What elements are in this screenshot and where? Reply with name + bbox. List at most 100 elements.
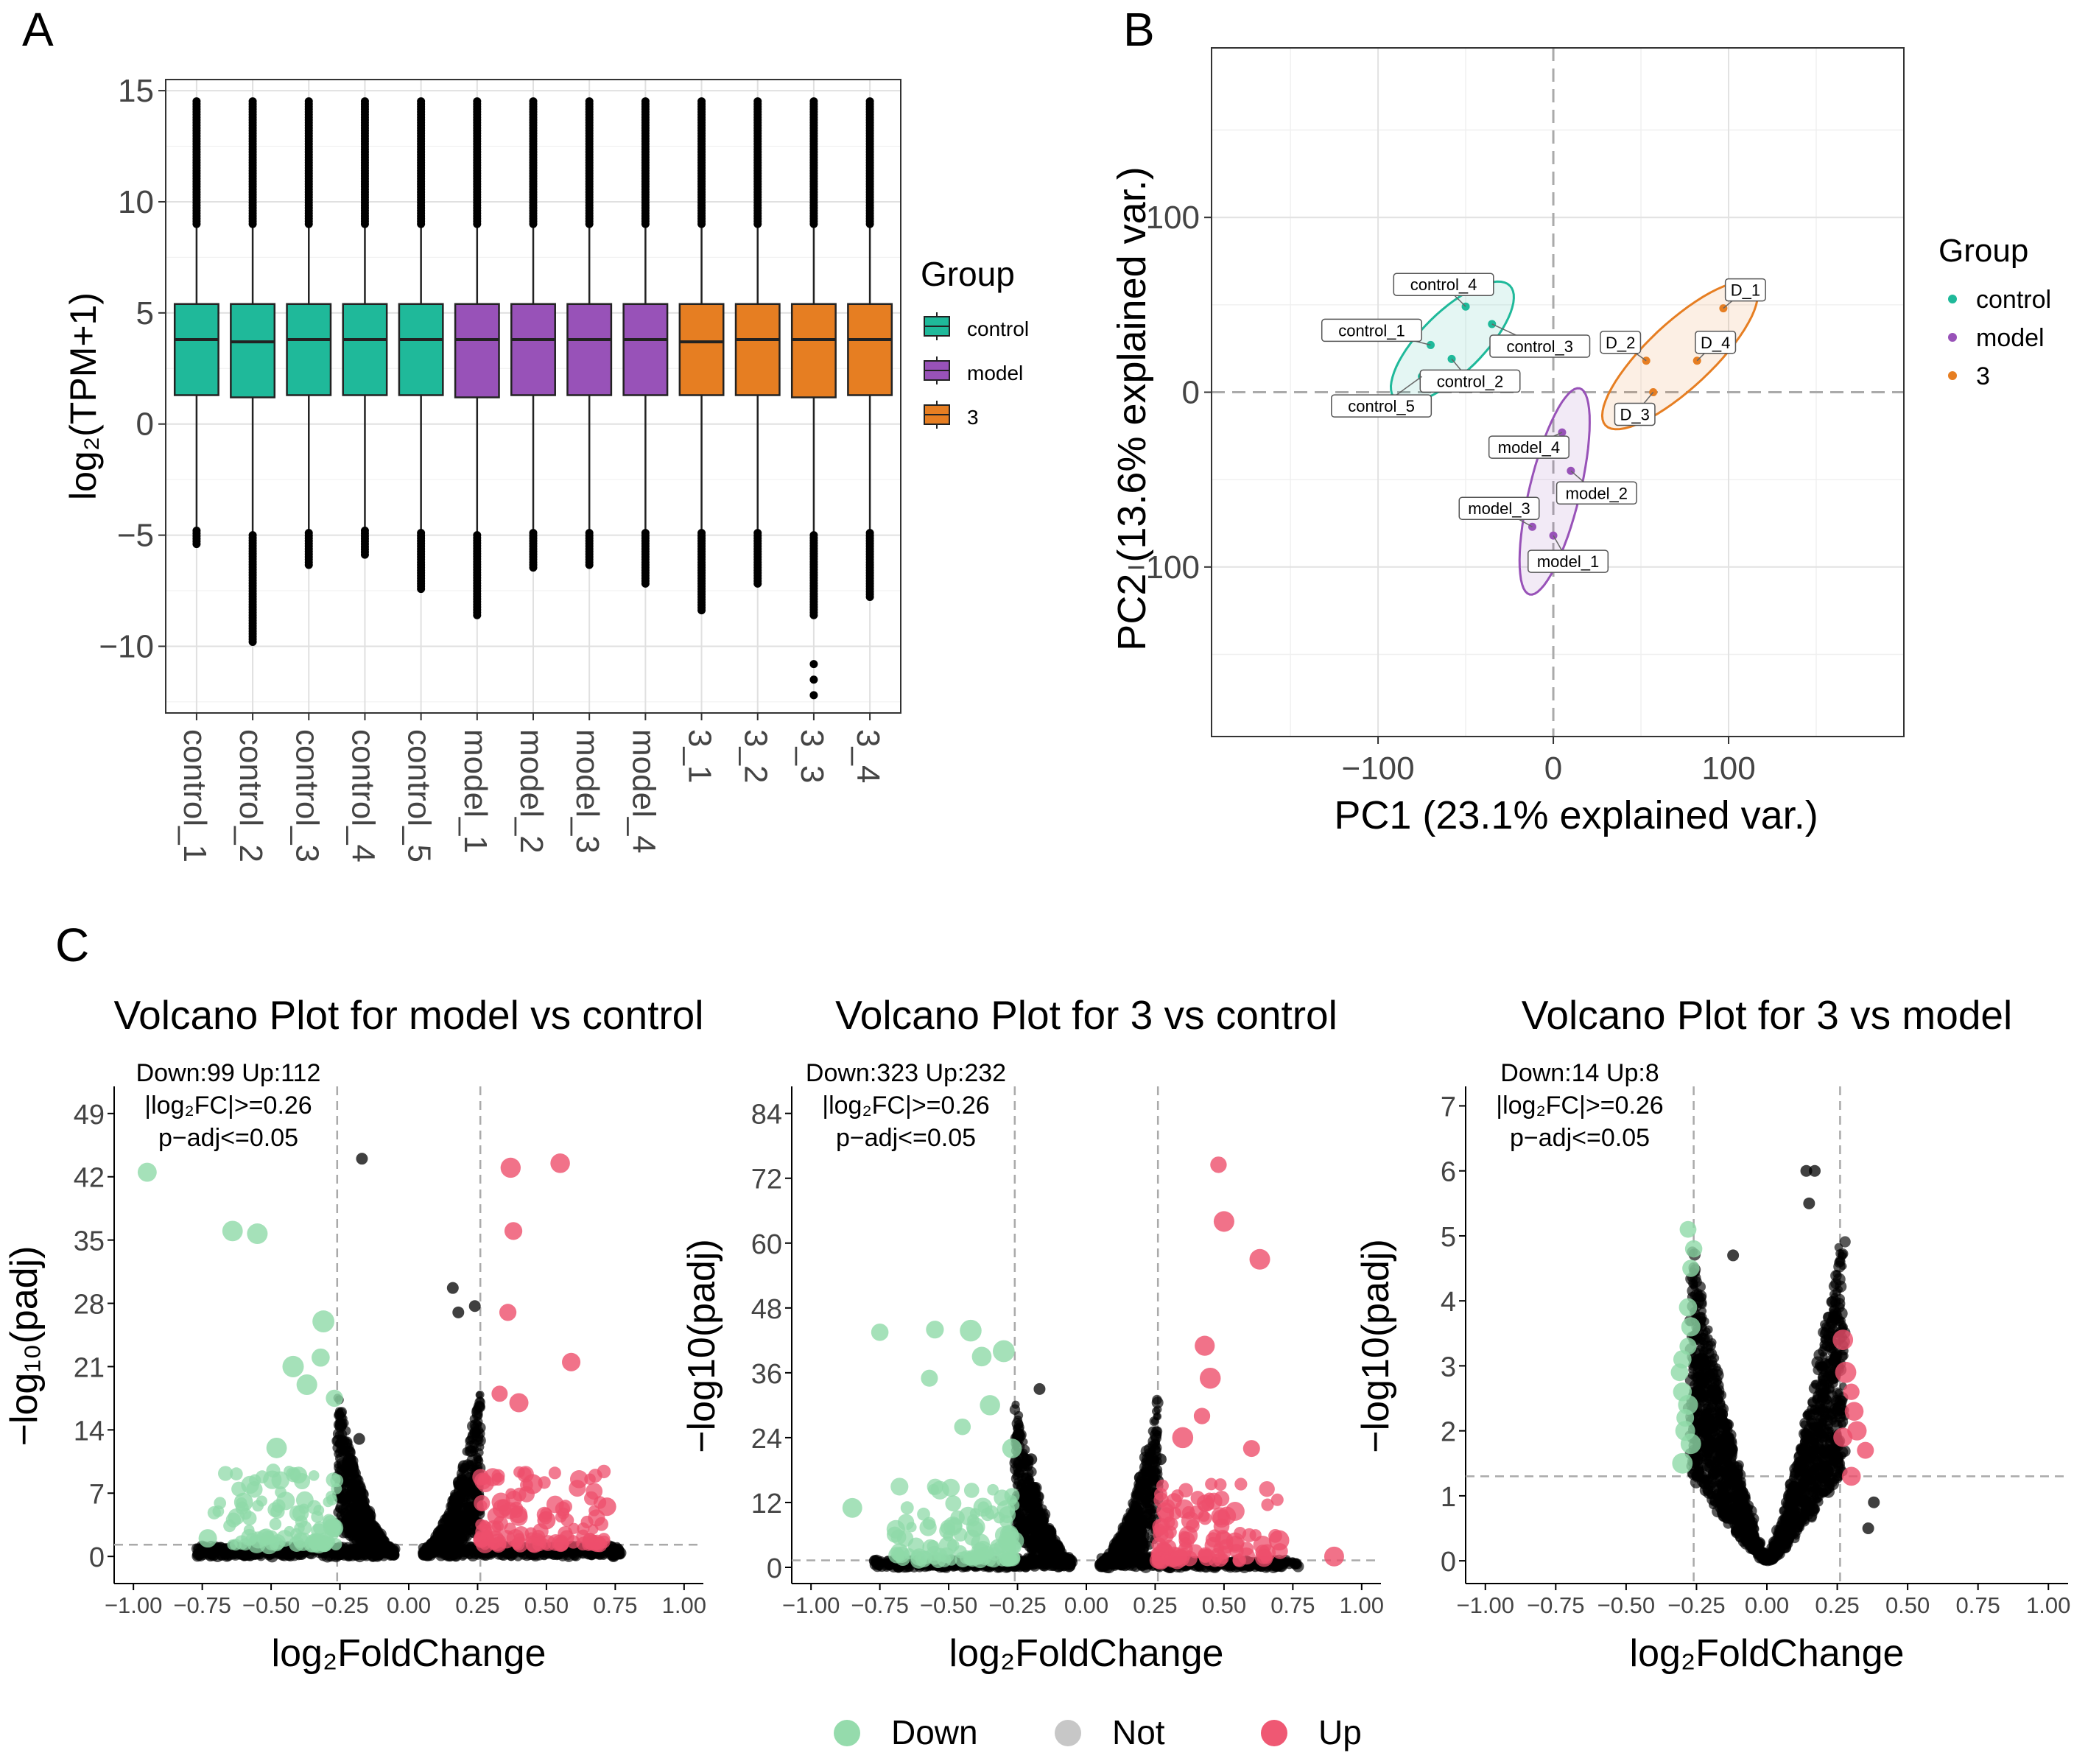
- volcano-x-tick-label: 1.00: [662, 1592, 706, 1618]
- volcano-point-not: [1152, 1394, 1162, 1405]
- volcano-annotation: |log₂FC|>=0.26: [144, 1092, 312, 1120]
- volcano-point-not: [1027, 1485, 1037, 1495]
- volcano-point-down: [296, 1374, 317, 1396]
- volcano-point-up: [504, 1522, 516, 1535]
- volcano-point-down: [994, 1489, 1010, 1506]
- volcano-point-down: [218, 1466, 233, 1481]
- volcano-point-down: [940, 1519, 956, 1535]
- volcano-point-not: [351, 1463, 359, 1472]
- volcano-point-down: [926, 1321, 944, 1339]
- volcano-point-not: [379, 1545, 388, 1555]
- pca-point-label: control_4: [1410, 275, 1477, 294]
- volcano-point-down: [921, 1369, 938, 1387]
- volcano-point-not: [337, 1447, 349, 1458]
- box-outlier-low: [641, 579, 650, 588]
- volcano-point-not: [340, 1545, 349, 1554]
- panel-a-x-tick-label: 3_4: [850, 729, 886, 783]
- pca-label-box: [1489, 334, 1591, 358]
- pca-label-box: [1614, 402, 1656, 426]
- box-outlier-low: [585, 561, 594, 569]
- volcano-point-not: [334, 1505, 343, 1513]
- volcano-point-down: [971, 1346, 992, 1367]
- legend-item-label: control: [1976, 286, 2051, 314]
- volcano-point-down: [941, 1478, 960, 1497]
- box-outlier-low: [809, 611, 818, 619]
- volcano-point-up: [491, 1385, 508, 1402]
- box-outlier-low: [529, 563, 538, 572]
- box-3_3: [790, 303, 837, 398]
- box-outlier-high: [865, 97, 874, 106]
- volcano-point-up: [509, 1393, 529, 1413]
- volcano-point-not: [1153, 1405, 1162, 1414]
- volcano-point-up: [1259, 1480, 1275, 1497]
- volcano-point-not: [1153, 1430, 1162, 1439]
- volcano-3-vs-control: Volcano Plot for 3 vs control−1.00 −0.75−…: [681, 992, 1384, 1675]
- volcano-point-not: [475, 1391, 483, 1399]
- volcano-point-down: [980, 1395, 1000, 1416]
- volcano-point-down: [919, 1519, 937, 1536]
- volcano-point-down: [947, 1539, 960, 1552]
- volcano-point-not: [362, 1535, 371, 1545]
- volcano-point-not: [434, 1528, 446, 1540]
- volcano-point-up: [479, 1539, 491, 1550]
- box-control_1: [173, 303, 219, 396]
- volcano-up-points: [472, 1153, 616, 1553]
- volcano-y-tick-label: 0: [89, 1542, 105, 1573]
- panel-b-y-tick-label: 100: [1146, 200, 1200, 236]
- pca-label-box: [1724, 278, 1766, 302]
- box-outlier-low: [753, 579, 762, 588]
- volcano-point-not: [1033, 1382, 1046, 1395]
- volcano-point-not: [881, 1561, 892, 1573]
- box-outlier-high: [248, 97, 257, 106]
- panel-a-y-tick-label: 15: [118, 73, 154, 109]
- box-outlier-low: [417, 585, 426, 594]
- volcano-point-not: [467, 1550, 479, 1562]
- volcano-y-tick-label: 28: [74, 1290, 105, 1321]
- volcano-point-not: [1032, 1539, 1043, 1550]
- volcano-point-down: [971, 1550, 987, 1565]
- volcano-point-not: [348, 1507, 361, 1519]
- volcano-point-up: [491, 1492, 510, 1511]
- volcano-annotation: Down:99 Up:112: [136, 1059, 321, 1087]
- volcano-point-not: [468, 1300, 481, 1313]
- legend-title: Group: [1938, 233, 2028, 269]
- volcano-point-down: [945, 1495, 962, 1512]
- volcano-point-not: [444, 1514, 457, 1527]
- volcano-point-down: [312, 1310, 335, 1333]
- volcano-point-not: [222, 1550, 231, 1559]
- volcano-point-down: [871, 1324, 889, 1341]
- volcano-point-down: [967, 1514, 980, 1527]
- pca-point-label: D_2: [1606, 334, 1635, 352]
- volcano-point-up: [500, 1157, 521, 1178]
- volcano-point-not: [1149, 1416, 1160, 1427]
- volcano-down-points: [137, 1162, 344, 1555]
- panel-a-x-tick-label: 3_1: [682, 729, 718, 783]
- volcano-point-down: [307, 1500, 322, 1514]
- volcano-point-not: [458, 1528, 471, 1541]
- volcano-y-tick-label: 7: [89, 1479, 105, 1510]
- volcano-point-down: [270, 1504, 285, 1519]
- volcano-point-not: [1025, 1453, 1038, 1466]
- box-3_1: [678, 303, 725, 396]
- panel-a-x-tick-label: 3_2: [738, 729, 774, 783]
- volcano-point-not: [1020, 1472, 1030, 1481]
- volcano-point-not: [869, 1559, 880, 1570]
- volcano-point-up: [555, 1511, 567, 1523]
- box-outlier-extreme: [809, 660, 818, 669]
- legend-item-label: model: [1976, 324, 2045, 352]
- box-outlier-high: [417, 97, 426, 106]
- volcano-y-tick-label: 21: [74, 1352, 105, 1383]
- volcano-point-not: [1045, 1528, 1053, 1536]
- volcano-point-down: [247, 1223, 268, 1245]
- panel-b-pca: control_1control_2control_3control_4cont…: [1110, 47, 2051, 837]
- panel-b-x-axis-label: PC1 (23.1% explained var.): [1334, 793, 1818, 837]
- volcano-x-tick-label: −0.75: [173, 1592, 231, 1618]
- panel-a-x-tick-label: control_1: [177, 729, 213, 862]
- pca-label-box: [1600, 331, 1642, 354]
- box-outlier-high: [192, 97, 201, 106]
- panel-b-y-axis-label: PC2 (13.6% explained var.): [1110, 166, 1154, 650]
- volcano-point-up: [569, 1480, 586, 1497]
- box-model_3: [566, 303, 613, 396]
- pca-ellipse-model: [1518, 387, 1591, 596]
- panel-a-y-tick-label: 0: [136, 407, 154, 443]
